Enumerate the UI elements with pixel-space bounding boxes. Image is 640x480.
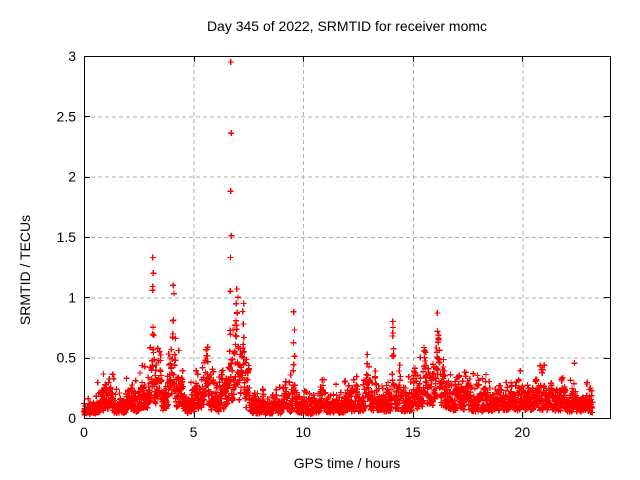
x-tick-label: 15 [405,424,421,440]
grid-lines [84,56,610,418]
axes [84,56,611,419]
x-tick-label: 20 [515,424,531,440]
y-tick-label: 3 [68,48,76,64]
y-tick-label: 1 [68,289,76,305]
x-axis-label: GPS time / hours [293,455,401,471]
scatter-points [81,59,596,418]
x-tick-label: 0 [80,424,88,440]
chart-title: Day 345 of 2022, SRMTID for receiver mom… [206,18,488,34]
y-tick-label: 2.5 [57,108,77,124]
y-tick-label: 0.5 [57,350,77,366]
y-tick-label: 2 [68,169,76,185]
scatter-series-path [81,59,596,418]
y-tick-label: 0 [68,410,76,426]
y-tick-label: 1.5 [57,229,77,245]
tick-labels: 0 5 10 15 20 0 0.5 1 1.5 2 2.5 3 [57,48,531,440]
y-axis-label: SRMTID / TECUs [17,215,33,325]
axis-ticks [84,56,610,419]
x-tick-label: 10 [295,424,311,440]
x-tick-label: 5 [190,424,198,440]
